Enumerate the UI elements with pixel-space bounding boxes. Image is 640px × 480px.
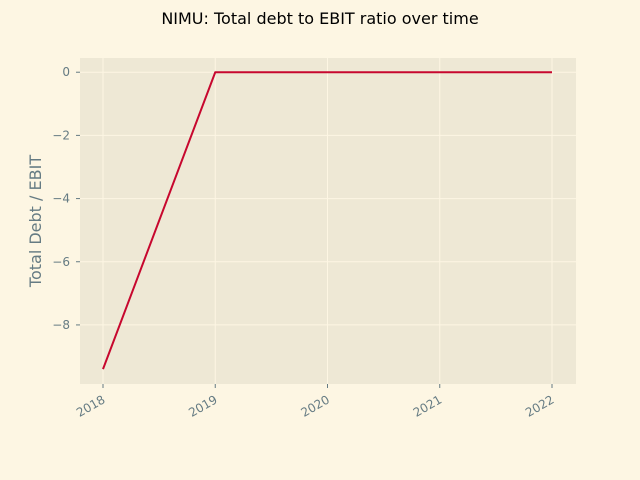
chart-title: NIMU: Total debt to EBIT ratio over time [161, 9, 478, 28]
y-axis: 0 −2 −4 −6 −8 [52, 65, 80, 332]
y-axis-label: Total Debt / EBIT [26, 155, 45, 288]
y-tick-label: −4 [52, 192, 70, 206]
y-tick-label: −6 [52, 255, 70, 269]
series-line [102, 71, 552, 370]
y-tick-label: 0 [62, 65, 70, 79]
y-tick-label: −2 [52, 128, 70, 142]
y-tick-label: −8 [52, 318, 70, 332]
grid [80, 58, 576, 384]
